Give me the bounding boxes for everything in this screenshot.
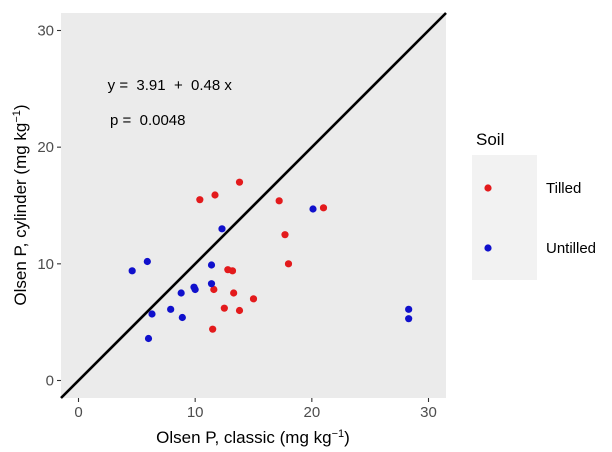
point-tilled — [319, 204, 328, 212]
legend-label-tilled: Tilled — [546, 180, 581, 197]
point-tilled — [228, 267, 237, 275]
point-tilled — [230, 289, 238, 297]
point-untilled — [405, 315, 413, 323]
point-tilled — [220, 304, 228, 312]
point-tilled — [209, 325, 217, 333]
y-tick-label: 0 — [46, 373, 54, 390]
point-untilled — [167, 305, 175, 313]
point-untilled — [218, 225, 226, 233]
legend: Soil Tilled Untilled — [472, 130, 596, 280]
x-axis-title-superscript: −1 — [332, 428, 345, 440]
legend-key-box — [472, 155, 537, 280]
point-untilled — [143, 257, 151, 266]
point-untilled — [309, 205, 317, 213]
x-axis-title: Olsen P, classic (mg kg−1) — [156, 428, 350, 447]
y-axis-title: Olsen P, cylinder (mg kg−1) — [11, 104, 30, 305]
legend-marker-tilled — [484, 184, 492, 192]
point-untilled — [207, 280, 216, 288]
point-untilled — [191, 285, 199, 294]
reference-line — [60, 12, 447, 399]
point-tilled — [275, 197, 283, 205]
point-untilled — [207, 261, 216, 269]
point-tilled — [211, 191, 219, 199]
y-axis-title-superscript: −1 — [11, 110, 23, 123]
point-untilled — [178, 313, 186, 322]
point-tilled — [210, 285, 218, 294]
point-tilled — [235, 306, 244, 315]
x-tick-label: 0 — [74, 404, 82, 421]
y-tick-label: 30 — [37, 23, 54, 40]
point-tilled — [235, 178, 244, 186]
x-tick-label: 10 — [187, 404, 204, 421]
annotation-equation: y = 3.91 + 0.48 x — [108, 77, 233, 94]
point-tilled — [281, 231, 289, 239]
legend-title: Soil — [476, 130, 504, 149]
point-tilled — [196, 196, 204, 204]
legend-label-untilled: Untilled — [546, 240, 596, 257]
annotation-p-value: p = 0.0048 — [110, 112, 185, 129]
legend-marker-untilled — [484, 244, 492, 252]
point-untilled — [177, 289, 185, 297]
point-untilled — [144, 334, 153, 343]
x-tick-label: 20 — [303, 404, 320, 421]
x-tick-label: 30 — [420, 404, 437, 421]
point-untilled — [148, 310, 156, 318]
point-untilled — [128, 267, 136, 275]
y-tick-label: 20 — [37, 139, 54, 156]
point-untilled — [405, 305, 413, 313]
point-tilled — [249, 295, 258, 303]
y-tick-label: 10 — [37, 256, 54, 273]
point-tilled — [284, 260, 293, 268]
